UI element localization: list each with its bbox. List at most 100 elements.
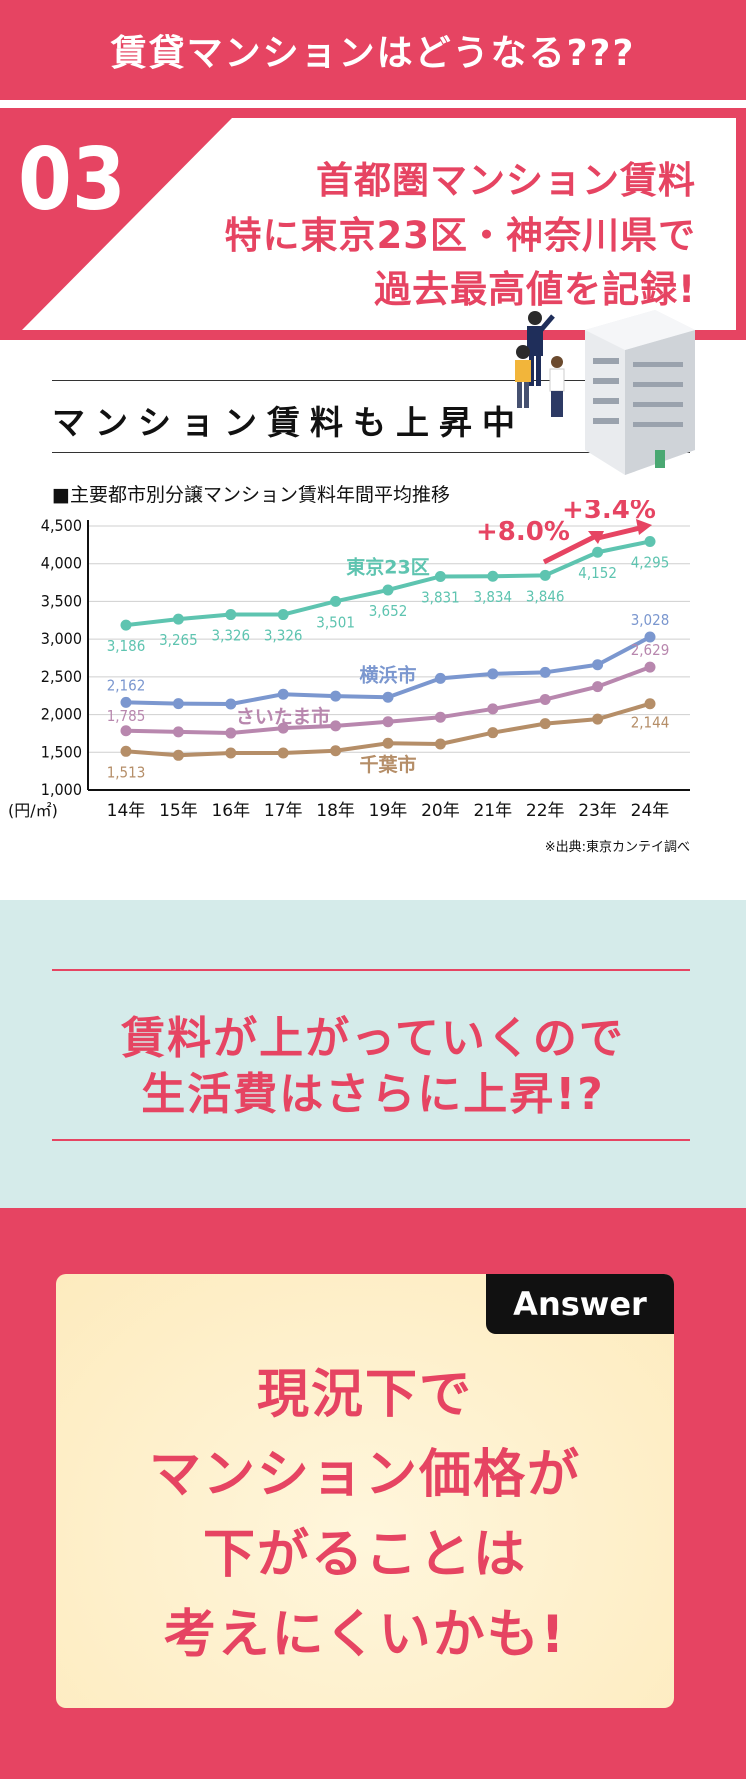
top-banner: 賃貸マンションはどうなる??? — [0, 0, 746, 100]
answer-line-2: マンション価格が — [148, 1445, 581, 1505]
data-point — [172, 613, 184, 625]
data-label: 4,152 — [578, 564, 617, 582]
data-point — [539, 718, 551, 730]
annotation-arrow-head — [636, 519, 652, 535]
data-point — [592, 659, 604, 671]
y-tick-label: 3,500 — [41, 591, 82, 610]
data-point — [644, 698, 656, 710]
data-point — [225, 747, 237, 759]
data-point — [330, 690, 342, 702]
x-tick-label: 15年 — [159, 801, 198, 821]
data-label: 3,834 — [473, 588, 512, 606]
y-tick-label: 1,500 — [41, 742, 82, 761]
data-point — [487, 703, 499, 715]
annotation-label: +8.0% — [476, 517, 570, 547]
data-point — [277, 688, 289, 700]
data-label: 2,144 — [631, 714, 670, 732]
data-label: 1,785 — [107, 707, 146, 725]
data-point — [330, 595, 342, 607]
data-point — [172, 749, 184, 761]
x-tick-label: 22年 — [526, 801, 565, 821]
x-tick-label: 23年 — [578, 801, 617, 821]
chart-source: ※出典:東京カンテイ調べ — [544, 840, 690, 855]
data-point — [330, 745, 342, 757]
section-header-bg — [0, 108, 746, 340]
data-label: 3,265 — [159, 631, 198, 649]
data-point — [592, 713, 604, 725]
data-point — [434, 672, 446, 684]
annotation-arrow — [597, 525, 641, 541]
y-tick-label: 3,000 — [41, 629, 82, 648]
data-label: 3,326 — [264, 627, 303, 645]
y-tick-label: 2,500 — [41, 667, 82, 686]
section-heading-line-1: 首都圏マンション賃料 — [316, 159, 696, 202]
section-heading-line-3: 過去最高値を記録! — [374, 268, 696, 311]
x-tick-label: 20年 — [421, 801, 460, 821]
data-label: 2,629 — [631, 641, 670, 659]
data-point — [225, 727, 237, 739]
data-point — [172, 698, 184, 710]
question-rule-top — [52, 969, 690, 971]
x-tick-label: 24年 — [631, 801, 670, 821]
question-line-2: 生活費はさらに上昇!? — [141, 1069, 605, 1120]
chart-title: マンション賃料も上昇中 — [52, 403, 525, 442]
x-tick-label: 21年 — [473, 801, 512, 821]
data-label: 3,846 — [526, 587, 565, 605]
data-point — [277, 747, 289, 759]
data-point — [330, 720, 342, 732]
data-point — [487, 668, 499, 680]
data-point — [382, 737, 394, 749]
data-point — [434, 570, 446, 582]
data-point — [120, 696, 132, 708]
question-rule-bottom — [52, 1139, 690, 1141]
answer-line-1: 現況下で — [256, 1365, 473, 1425]
x-tick-label: 17年 — [264, 801, 303, 821]
answer-badge: Answer — [486, 1274, 674, 1334]
data-point — [120, 745, 132, 757]
annotation-arrow — [542, 533, 598, 565]
series-name-label: 千葉市 — [359, 753, 416, 776]
data-point — [434, 711, 446, 723]
data-label: 3,501 — [316, 613, 355, 631]
answer-line-4: 考えにくいかも! — [163, 1605, 567, 1665]
data-label: 3,652 — [369, 602, 408, 620]
section-heading-line-2: 特に東京23区・神奈川県で — [224, 214, 696, 257]
series-name-label: さいたま市 — [236, 705, 330, 728]
data-point — [382, 716, 394, 728]
line-chart: 1,000 1,500 2,000 2,500 3,000 3,500 4,000 4,500… — [8, 500, 690, 821]
section-number: 03 — [18, 130, 126, 230]
annotation-arrow-head — [588, 531, 604, 544]
data-label: 3,326 — [211, 627, 250, 645]
banner-title: 賃貸マンションはどうなる??? — [110, 33, 636, 74]
data-point — [487, 570, 499, 582]
chart-title-rule-bottom — [52, 452, 690, 453]
data-point — [225, 609, 237, 621]
x-tick-label: 14年 — [107, 801, 146, 821]
data-label: 3,028 — [631, 611, 670, 629]
data-point — [434, 738, 446, 750]
x-tick-label: 18年 — [316, 801, 355, 821]
data-label: 3,186 — [107, 637, 146, 655]
x-tick-label: 19年 — [369, 801, 408, 821]
data-point — [644, 661, 656, 673]
series-name-label: 横浜市 — [359, 663, 416, 686]
data-point — [277, 609, 289, 621]
data-point — [592, 681, 604, 693]
data-point — [644, 535, 656, 547]
data-point — [487, 727, 499, 739]
answer-card — [56, 1274, 674, 1708]
question-section — [0, 900, 746, 1208]
annotation-label: +3.4% — [562, 500, 656, 525]
y-tick-label: 4,500 — [41, 516, 82, 535]
answer-line-3: 下がることは — [202, 1525, 527, 1585]
y-tick-label: 4,000 — [41, 554, 82, 573]
chart-title-rule-top — [52, 380, 690, 381]
data-point — [539, 569, 551, 581]
data-point — [539, 666, 551, 678]
data-label: 3,831 — [421, 588, 460, 606]
data-point — [120, 725, 132, 737]
building-people-illustration — [515, 310, 695, 475]
data-point — [172, 726, 184, 738]
data-point — [644, 631, 656, 643]
data-point — [539, 693, 551, 705]
